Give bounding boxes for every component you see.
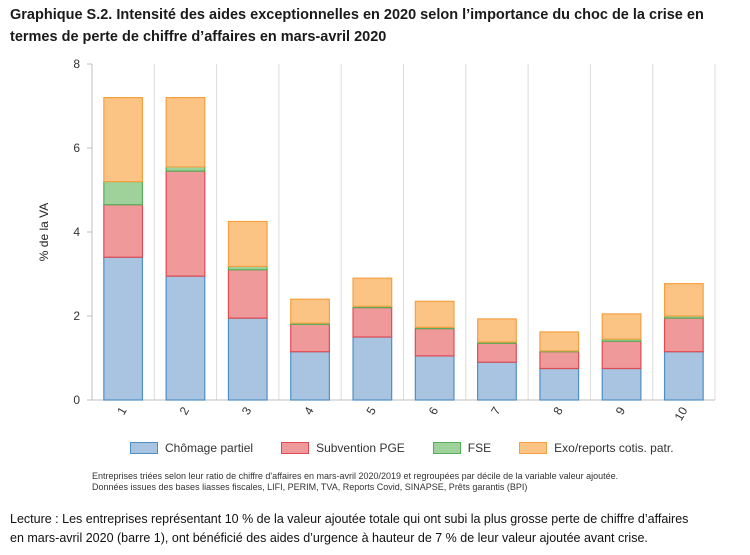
- y-tick-label: 6: [73, 141, 80, 155]
- legend-label: FSE: [467, 441, 492, 455]
- bar-segment: [352, 307, 393, 338]
- bar-segment: [165, 96, 206, 168]
- bar-segment: [165, 170, 206, 277]
- legend-swatch: [519, 442, 548, 454]
- x-tick-label: 3: [239, 404, 255, 417]
- bar-segment: [103, 256, 144, 401]
- stacked-bar-chart: 0 2 4 6 8 % de la VA 1 2 3 4 5 6 7 8 9 10: [37, 57, 716, 423]
- legend-label: Exo/reports cotis. patr.: [554, 441, 674, 455]
- bar-segment: [165, 166, 206, 172]
- reading-note: Lecture : Les entreprises représentant 1…: [10, 510, 745, 548]
- source-notes: Entreprises triées selon leur ratio de c…: [92, 471, 618, 493]
- x-tick-label: 2: [177, 404, 193, 417]
- bar-segment: [227, 317, 268, 401]
- legend-item: Exo/reports cotis. patr.: [519, 441, 674, 455]
- bar-segment: [290, 323, 330, 353]
- chart-title-line-2: termes de perte de chiffre d’affaires en…: [10, 29, 387, 45]
- bar-segment: [227, 220, 268, 268]
- bar-segment: [663, 317, 704, 353]
- x-tick-label: 9: [613, 404, 629, 417]
- bar-segment: [663, 283, 704, 317]
- x-tick-label: 8: [550, 404, 566, 417]
- legend-swatch: [432, 442, 461, 454]
- y-tick-label: 2: [73, 309, 80, 323]
- legend-swatch: [281, 442, 310, 454]
- legend-item: FSE: [432, 441, 492, 455]
- bar-segment: [477, 342, 517, 363]
- x-tick-label: 1: [114, 404, 130, 417]
- chart-title-line-1: Graphique S.2. Intensité des aides excep…: [10, 7, 704, 23]
- bar-segment: [414, 328, 455, 357]
- bar-segment: [539, 331, 580, 352]
- x-tick-label: 10: [672, 404, 691, 423]
- bar-segment: [165, 275, 206, 401]
- bar-segment: [601, 340, 642, 370]
- bar-segment: [290, 298, 330, 324]
- reading-note-line: en mars-avril 2020 (barre 1), ont bénéfi…: [10, 531, 648, 545]
- legend-label: Chômage partiel: [165, 441, 254, 455]
- bar-segment: [103, 181, 144, 206]
- bar-segment: [663, 351, 704, 401]
- bar-segment: [477, 318, 517, 343]
- legend-label: Subvention PGE: [316, 441, 405, 455]
- source-note-line: Entreprises triées selon leur ratio de c…: [92, 471, 619, 481]
- y-tick-label: 8: [73, 57, 80, 71]
- legend-item: Subvention PGE: [281, 441, 405, 455]
- x-tick-label: 5: [363, 404, 379, 417]
- y-tick-label: 4: [73, 225, 80, 239]
- chart-title: Graphique S.2. Intensité des aides excep…: [10, 4, 745, 48]
- bar-segment: [103, 204, 144, 258]
- x-tick-label: 4: [301, 404, 317, 417]
- chart-legend: Chômage partiel Subvention PGE FSE Exo/r…: [130, 441, 674, 455]
- legend-item: Chômage partiel: [130, 441, 253, 455]
- legend-swatch: [130, 442, 158, 454]
- bar-segment: [539, 351, 580, 370]
- y-axis-label: % de la VA: [37, 203, 51, 261]
- bar-segment: [103, 96, 144, 183]
- bar-segment: [601, 367, 642, 401]
- bar-segment: [290, 351, 330, 401]
- bar-segment: [539, 367, 580, 401]
- bar-segment: [352, 336, 393, 401]
- reading-note-line: Lecture : Les entreprises représentant 1…: [10, 512, 689, 526]
- x-tick-label: 6: [426, 404, 442, 417]
- x-tick-label: 7: [488, 404, 504, 417]
- bar-segment: [352, 277, 393, 307]
- y-tick-label: 0: [73, 393, 80, 407]
- bar-segment: [601, 313, 642, 340]
- bar-segment: [477, 361, 517, 401]
- bar-segment: [227, 269, 268, 319]
- bar-segment: [414, 300, 455, 328]
- source-note-line: Données issues des bases liasses fiscale…: [92, 482, 528, 492]
- bar-segment: [414, 355, 455, 401]
